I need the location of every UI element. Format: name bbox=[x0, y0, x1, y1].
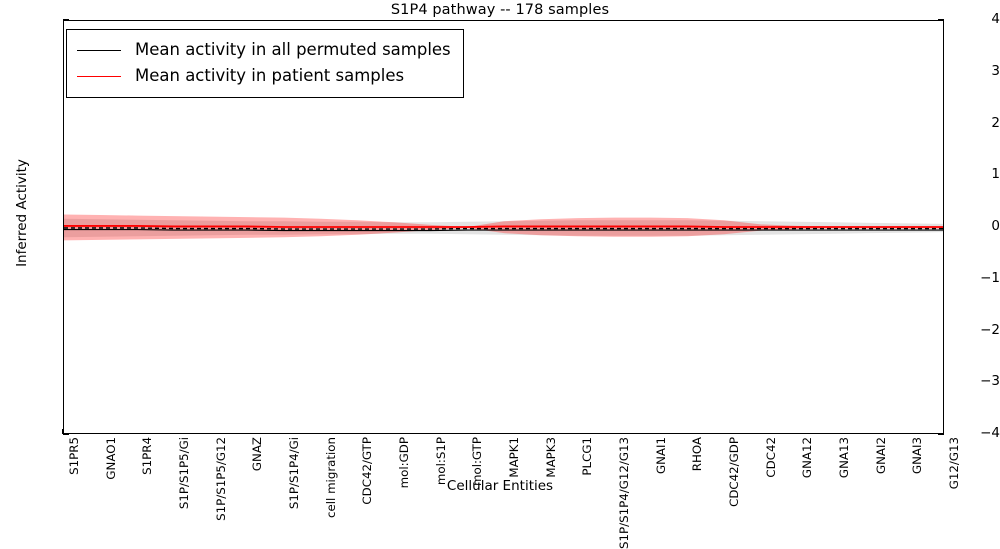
x-tick-label: GNA12 bbox=[800, 437, 815, 479]
x-tick-label: G12/G13 bbox=[947, 437, 961, 490]
y-tick-mark bbox=[938, 19, 944, 21]
y-tick-label: −2 bbox=[980, 321, 1000, 338]
x-tick-label: mol:S1P bbox=[433, 437, 448, 486]
x-tick-label: mol:GTP bbox=[470, 437, 485, 487]
series-band-0 bbox=[64, 218, 943, 238]
x-tick-label: CDC42 bbox=[763, 437, 778, 478]
x-tick-label: S1P/S1P4/G12/G13 bbox=[617, 437, 631, 549]
x-tick-label: MAPK3 bbox=[543, 437, 558, 478]
x-tick-label: CDC42/GDP bbox=[727, 437, 741, 507]
x-tick-label: S1P/S1P5/Gi bbox=[177, 437, 191, 510]
legend-label-permuted: Mean activity in all permuted samples bbox=[135, 40, 451, 59]
legend-item-patient: Mean activity in patient samples bbox=[77, 63, 451, 89]
x-tick-label: S1PR5 bbox=[67, 437, 81, 475]
legend-line-swatch-black bbox=[77, 49, 121, 51]
x-tick-label: GNAI2 bbox=[873, 437, 888, 475]
x-tick-label: GNAO1 bbox=[103, 437, 118, 480]
chart-data-layer bbox=[64, 214, 943, 241]
series-line-0-solid bbox=[64, 229, 943, 232]
x-tick-mark bbox=[62, 429, 64, 434]
y-axis-label: Inferred Activity bbox=[14, 159, 30, 267]
y-tick-label: 2 bbox=[991, 114, 1000, 131]
legend-item-permuted: Mean activity in all permuted samples bbox=[77, 37, 451, 63]
x-tick-label: GNAI3 bbox=[910, 437, 925, 475]
x-tick-label: RHOA bbox=[690, 437, 705, 472]
x-tick-label: GNAI1 bbox=[653, 437, 668, 475]
x-axis-label: Cellular Entities bbox=[446, 478, 554, 494]
x-tick-label: MAPK1 bbox=[507, 437, 521, 478]
chart-legend: Mean activity in all permuted samples Me… bbox=[66, 29, 464, 98]
x-tick-label: PLCG1 bbox=[580, 437, 595, 476]
chart-title: S1P4 pathway -- 178 samples bbox=[390, 2, 610, 18]
y-tick-label: 4 bbox=[991, 11, 1000, 27]
y-tick-label: 3 bbox=[991, 62, 1000, 79]
series-line-1 bbox=[64, 225, 943, 228]
y-tick-mark bbox=[63, 19, 69, 21]
legend-line-swatch-red bbox=[77, 75, 121, 77]
y-tick-label: −4 bbox=[980, 425, 1000, 441]
figure: S1P4 pathway -- 178 samples Inferred Act… bbox=[14, 2, 1000, 549]
y-tick-label: 0 bbox=[991, 218, 1000, 234]
x-tick-label: mol:GDP bbox=[397, 437, 411, 489]
x-tick-label: cell migration bbox=[323, 437, 338, 518]
x-tick-label: S1P/S1P4/Gi bbox=[287, 437, 301, 510]
x-tick-label: GNAZ bbox=[250, 437, 265, 472]
x-tick-label: GNA13 bbox=[837, 437, 851, 479]
x-tick-label: S1PR4 bbox=[140, 437, 155, 475]
y-tick-label: −1 bbox=[980, 269, 1000, 286]
legend-label-patient: Mean activity in patient samples bbox=[135, 66, 405, 85]
x-tick-label: CDC42/GTP bbox=[360, 437, 375, 505]
series-band-1 bbox=[64, 214, 943, 241]
x-tick-label: S1P/S1P5/G12 bbox=[213, 437, 228, 521]
y-tick-label: −3 bbox=[980, 373, 1000, 390]
y-tick-label: 1 bbox=[991, 166, 1000, 183]
